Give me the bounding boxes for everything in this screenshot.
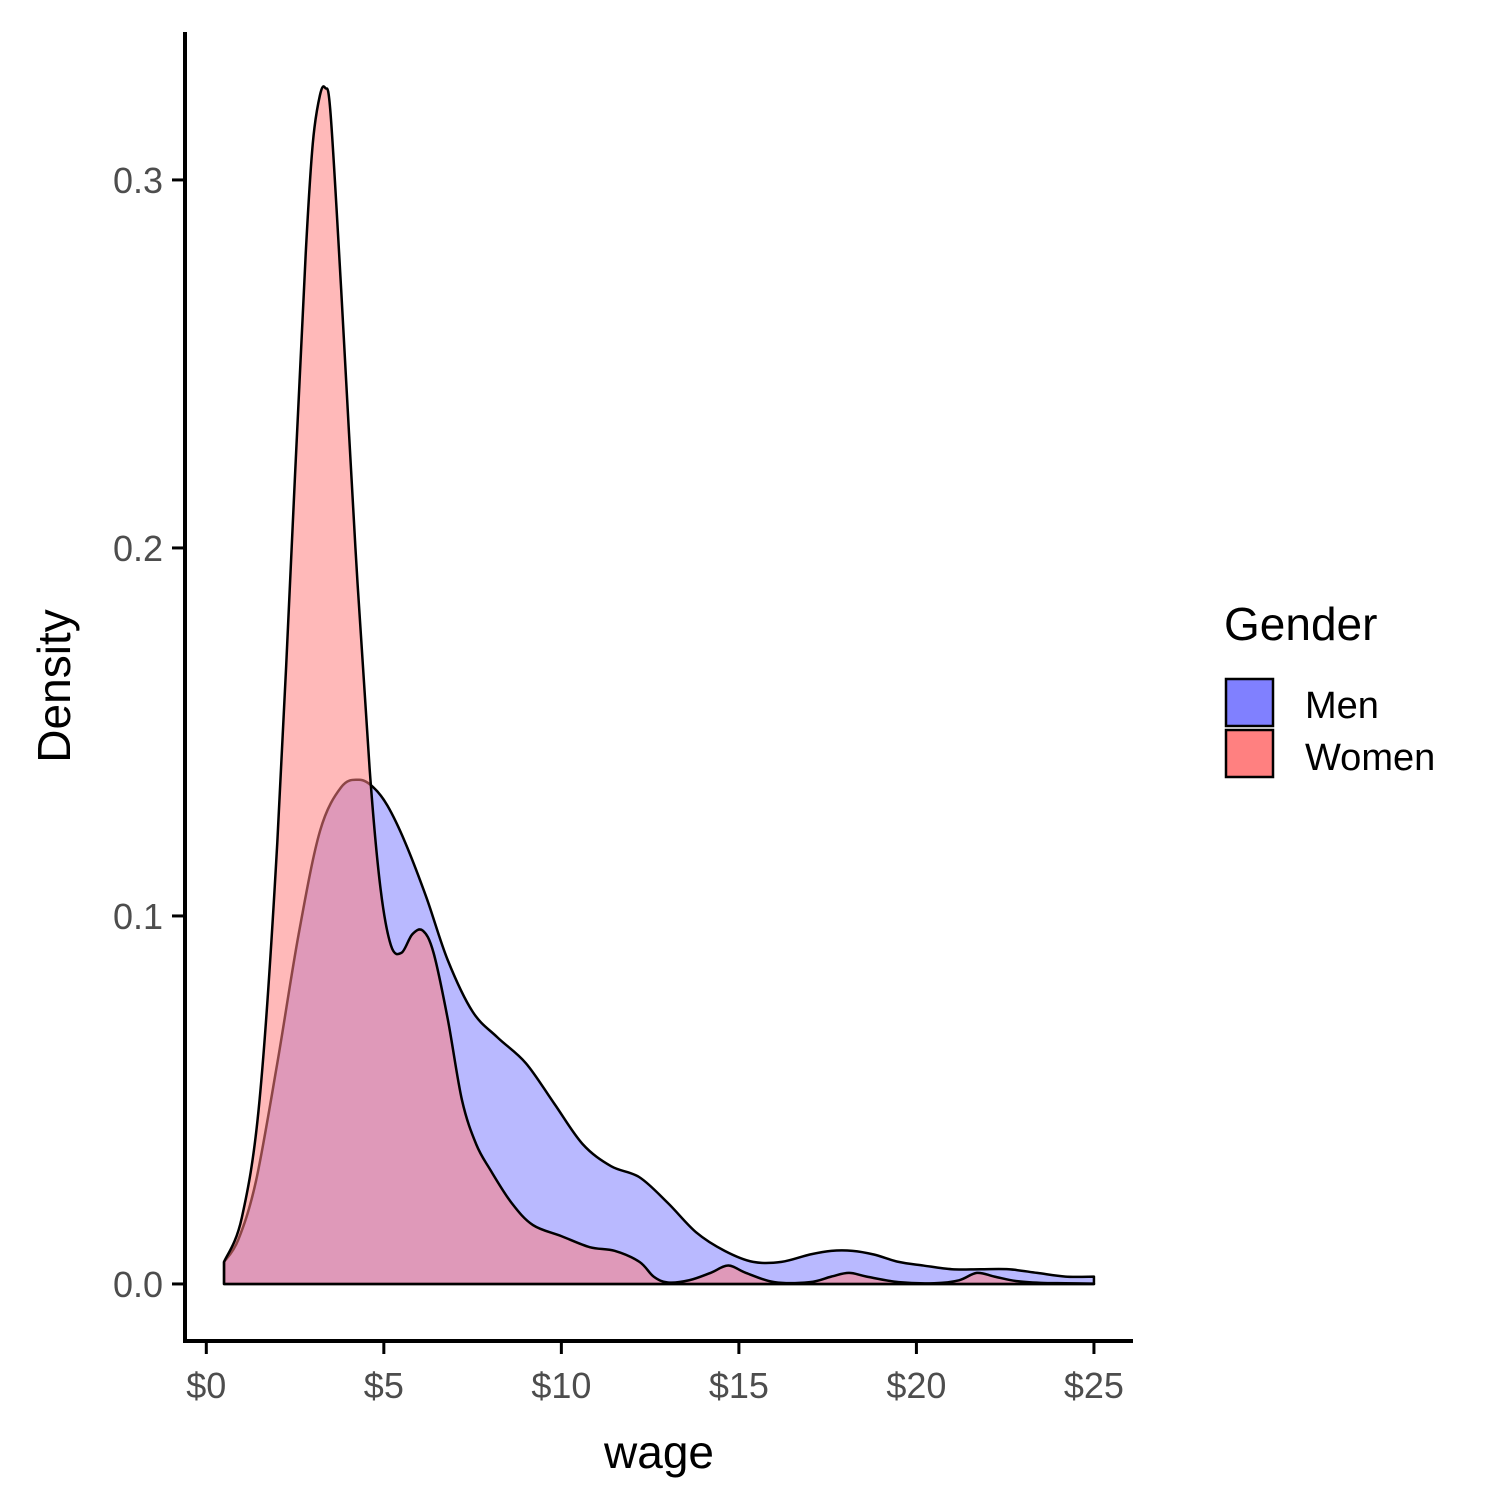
x-tick-label: $10 (531, 1365, 591, 1406)
x-tick-label: $20 (886, 1365, 946, 1406)
y-ticks: 0.0 0.1 0.2 0.3 (113, 160, 185, 1305)
legend: Gender Men Women (1224, 598, 1435, 779)
x-tick-label: $25 (1064, 1365, 1124, 1406)
x-ticks: $0 $5 $10 $15 $20 $25 (186, 1341, 1124, 1406)
y-axis-title: Density (28, 609, 80, 762)
y-tick-label: 0.2 (113, 528, 163, 569)
y-tick-label: 0.3 (113, 160, 163, 201)
y-tick-label: 0.1 (113, 896, 163, 937)
legend-title: Gender (1224, 598, 1377, 650)
x-tick-label: $5 (364, 1365, 404, 1406)
x-axis-title: wage (603, 1426, 714, 1478)
x-tick-label: $0 (186, 1365, 226, 1406)
legend-key-men (1224, 677, 1275, 728)
legend-key-women (1224, 728, 1275, 779)
density-area-women (222, 85, 1096, 1286)
x-tick-label: $15 (709, 1365, 769, 1406)
series-layer (222, 85, 1096, 1286)
legend-label-women: Women (1305, 737, 1435, 779)
legend-label-men: Men (1305, 685, 1379, 727)
y-tick-label: 0.0 (113, 1264, 163, 1305)
